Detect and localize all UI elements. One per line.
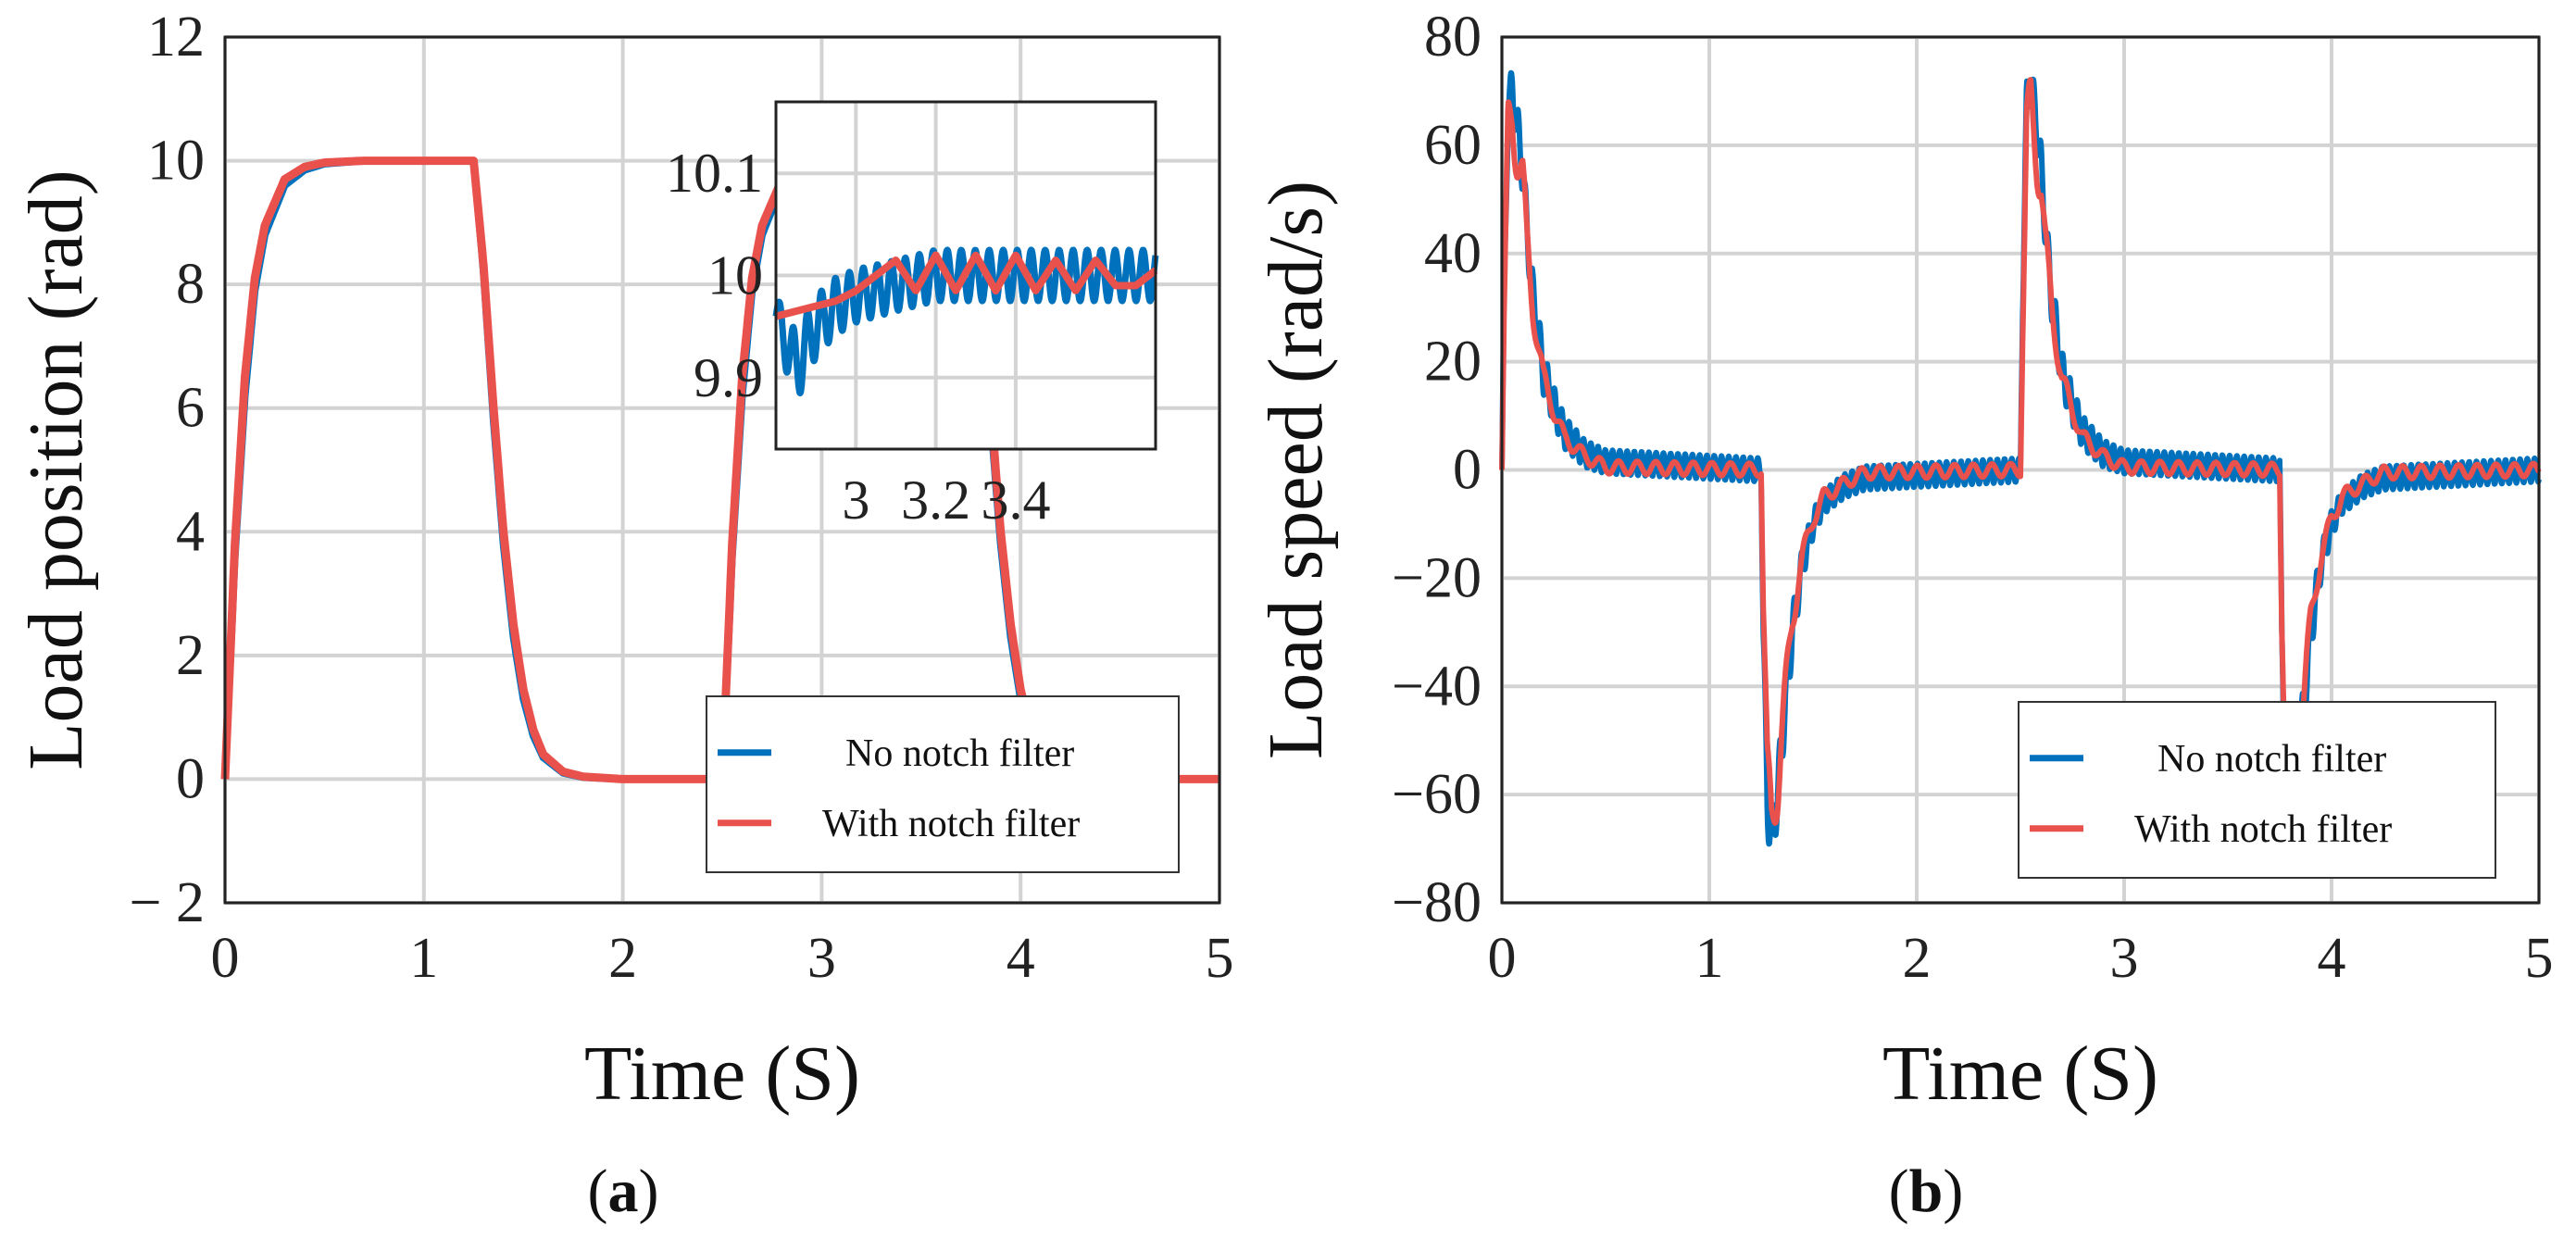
- chart-a-inset-y-tick-label: 9.9: [694, 347, 763, 408]
- chart-a-inset: 3 3.2 3.4 9.9 10 10.1: [666, 100, 1159, 531]
- chart-a-x-tick-label: 3: [807, 927, 836, 990]
- chart-b-y-tick-label: 60: [1424, 114, 1482, 177]
- chart-a-x-axis-label: Time (S): [584, 1031, 860, 1117]
- chart-a-inset-x-ticks: 3 3.2 3.4: [842, 469, 1050, 531]
- chart-a-legend-label-with-notch: With notch filter: [822, 803, 1080, 845]
- chart-a-x-tick-label: 4: [1007, 927, 1035, 990]
- chart-b-x-tick-label: 1: [1695, 927, 1724, 990]
- chart-a-y-tick-label: 6: [176, 377, 205, 440]
- chart-b-panel-label-open: (: [1889, 1157, 1909, 1225]
- chart-b-y-ticks: −80 −60 −40 −20 0 20 40 60 80: [1392, 6, 1482, 934]
- chart-a-inset-x-tick-label: 3: [842, 469, 869, 531]
- chart-a-inset-y-tick-label: 10: [707, 245, 763, 306]
- chart-b-y-tick-label: 80: [1424, 6, 1482, 69]
- chart-b-x-tick-label: 3: [2110, 927, 2139, 990]
- chart-b-legend: No notch filter With notch filter: [2018, 701, 2496, 879]
- chart-a-y-tick-label: 0: [176, 747, 205, 810]
- inset-series-line-no-notch-filter: [772, 246, 1159, 397]
- chart-a-x-ticks: 0 1 2 3 4 5: [211, 927, 1234, 990]
- chart-b-y-tick-label: 0: [1453, 439, 1482, 502]
- chart-b-panel-label: (b): [1889, 1157, 1964, 1225]
- chart-b-y-tick-label: −40: [1392, 655, 1482, 718]
- chart-b-y-tick-label: −80: [1392, 871, 1482, 934]
- chart-a-panel-label-letter: a: [608, 1157, 639, 1225]
- chart-b-legend-label-no-notch: No notch filter: [2157, 738, 2386, 781]
- chart-b-y-tick-label: 40: [1424, 222, 1482, 285]
- chart-b-y-axis-label: Load speed (rad/s): [1253, 181, 1339, 759]
- chart-a-y-tick-label: 12: [147, 6, 205, 69]
- chart-a-x-tick-label: 5: [1206, 927, 1234, 990]
- chart-b-legend-box: [2018, 701, 2496, 879]
- chart-a-panel-label: (a): [588, 1157, 659, 1225]
- chart-b-series: [1499, 69, 2542, 860]
- inset-series-line-with-notch-filter: [772, 251, 1159, 320]
- chart-a-y-tick-label: 10: [147, 130, 205, 193]
- chart-b-x-tick-label: 5: [2525, 927, 2554, 990]
- chart-a-frame: [223, 35, 1221, 905]
- chart-b-x-axis-label: Time (S): [1882, 1031, 2158, 1117]
- chart-a-x-tick-label: 0: [211, 927, 240, 990]
- chart-a-y-tick-label: 8: [176, 253, 205, 316]
- chart-b-y-tick-label: 20: [1424, 331, 1482, 394]
- chart-b-y-tick-label: −60: [1392, 763, 1482, 826]
- chart-a-y-tick-label: 4: [176, 500, 205, 563]
- chart-a-y-ticks: − 2 0 2 4 6 8 10 12: [130, 6, 205, 934]
- chart-a-inset-frame: [774, 100, 1157, 451]
- chart-a-legend: No notch filter With notch filter: [706, 695, 1180, 873]
- chart-a-y-tick-label: 2: [176, 624, 205, 687]
- chart-a-legend-box: [706, 695, 1180, 873]
- chart-a-panel-label-close: ): [639, 1157, 659, 1225]
- chart-a-y-axis-label: Load position (rad): [13, 169, 99, 770]
- chart-b-frame: [1500, 35, 2541, 905]
- chart-a-inset-y-tick-label: 10.1: [666, 143, 763, 204]
- chart-b-panel-label-close: ): [1943, 1157, 1963, 1225]
- chart-a-panel-label-open: (: [588, 1157, 608, 1225]
- chart-b-x-ticks: 0 1 2 3 4 5: [1488, 927, 2554, 990]
- chart-a-x-tick-label: 2: [608, 927, 637, 990]
- chart-b-legend-label-with-notch: With notch filter: [2134, 808, 2392, 851]
- chart-a-y-tick-label: − 2: [130, 871, 205, 934]
- chart-a-inset-y-ticks: 9.9 10 10.1: [666, 143, 763, 408]
- chart-a-x-tick-label: 1: [409, 927, 438, 990]
- chart-a-inset-x-tick-label: 3.2: [901, 469, 970, 531]
- chart-b-y-tick-label: −20: [1392, 546, 1482, 609]
- chart-b: 0 1 2 3 4 5 −80 −60 −40 −20 0 20 40 60 80 Time (S) Lo…: [1253, 6, 2554, 1225]
- chart-b-panel-label-letter: b: [1909, 1157, 1944, 1225]
- chart-b-x-tick-label: 2: [1903, 927, 1932, 990]
- series-line-with-notch-filter: [1499, 77, 2542, 826]
- chart-b-x-tick-label: 0: [1488, 927, 1517, 990]
- chart-b-x-tick-label: 4: [2318, 927, 2346, 990]
- chart-a-inset-x-tick-label: 3.4: [981, 469, 1050, 531]
- chart-a-legend-label-no-notch: No notch filter: [845, 732, 1074, 775]
- chart-a-inset-series: [772, 246, 1159, 397]
